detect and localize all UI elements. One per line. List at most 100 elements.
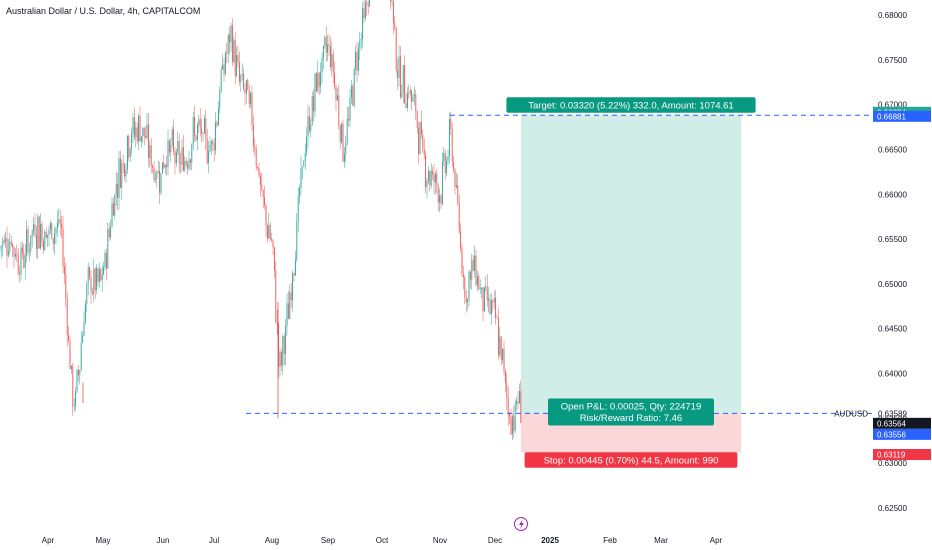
candle xyxy=(283,336,285,355)
candle xyxy=(62,227,64,267)
candle xyxy=(72,365,74,407)
candle xyxy=(34,224,36,235)
candle xyxy=(114,195,116,216)
candle xyxy=(476,276,478,286)
candle xyxy=(234,40,236,76)
candle xyxy=(201,127,203,134)
candle xyxy=(145,135,147,138)
price-axis[interactable]: 0.68000 0.67500 0.67000 0.66500 0.66000 0.655… xyxy=(834,11,931,513)
candle xyxy=(352,86,354,106)
current-price-badge: 0.63564 xyxy=(873,417,931,429)
candle xyxy=(237,55,239,63)
candle xyxy=(308,116,310,131)
candle xyxy=(506,382,508,398)
candle xyxy=(248,90,250,105)
candle xyxy=(244,88,246,94)
candle xyxy=(241,73,243,76)
candle xyxy=(196,124,198,141)
y-tick-label: 0.64000 xyxy=(878,370,907,379)
target-zone[interactable] xyxy=(521,115,741,414)
candle xyxy=(90,277,92,292)
candle xyxy=(49,223,51,230)
x-tick-label: Mar xyxy=(654,536,668,545)
candle xyxy=(269,224,271,240)
candle xyxy=(258,168,260,176)
candle xyxy=(195,135,197,141)
candle xyxy=(307,116,309,137)
candle xyxy=(203,118,205,134)
candle xyxy=(300,167,302,188)
candle xyxy=(426,181,428,187)
candle xyxy=(469,271,471,280)
price-lines xyxy=(246,114,874,414)
candle xyxy=(136,127,138,142)
candle xyxy=(434,173,436,183)
candle xyxy=(467,299,469,303)
open-pl-label[interactable]: Open P&L: 0.00025, Qty: 224719Risk/Rewar… xyxy=(548,398,714,426)
candle xyxy=(353,68,355,106)
candle xyxy=(440,195,442,204)
candle xyxy=(272,240,274,248)
candle xyxy=(180,162,182,165)
candle xyxy=(80,342,82,371)
candle xyxy=(297,196,299,222)
entry-price-badge-bg xyxy=(873,428,931,440)
candle xyxy=(115,183,117,196)
candle xyxy=(497,318,499,356)
time-axis[interactable]: Apr May Jun Jul Aug Sep Oct Nov Dec 2025 Feb Mar Apr xyxy=(42,517,723,546)
candle xyxy=(261,184,263,190)
stop-label[interactable]: Stop: 0.00445 (0.70%) 44.5, Amount: 990 xyxy=(524,452,738,468)
candle xyxy=(329,46,331,67)
candle xyxy=(271,239,273,241)
target-label[interactable]: Target: 0.03320 (5.22%) 332.0, Amount: 1… xyxy=(506,97,756,113)
candle xyxy=(87,267,89,284)
candle xyxy=(482,287,484,312)
candle xyxy=(341,123,343,143)
candle xyxy=(70,365,72,370)
candle xyxy=(409,90,411,94)
candle xyxy=(40,224,42,249)
x-tick-label: Apr xyxy=(42,536,55,545)
candle xyxy=(163,162,165,168)
candle xyxy=(177,140,179,153)
current-price-badge-text: 0.63564 xyxy=(877,419,906,428)
candle xyxy=(514,403,516,431)
candle xyxy=(51,223,53,239)
candle xyxy=(433,174,435,183)
candle xyxy=(432,171,434,175)
candle xyxy=(510,416,512,435)
candle xyxy=(35,234,37,249)
candle xyxy=(520,390,522,423)
candle xyxy=(170,145,172,153)
candle xyxy=(110,226,112,238)
candle xyxy=(334,72,336,87)
candle xyxy=(402,65,404,93)
candle xyxy=(3,240,5,242)
candle xyxy=(437,185,439,203)
candle xyxy=(392,0,394,24)
candle xyxy=(153,167,155,180)
candle xyxy=(311,96,313,125)
candle xyxy=(395,28,397,71)
candle xyxy=(448,119,450,157)
candle xyxy=(485,286,487,288)
lightning-icon[interactable] xyxy=(514,517,528,531)
candle xyxy=(285,326,287,355)
candle xyxy=(299,187,301,197)
candle xyxy=(73,405,75,407)
candle xyxy=(289,292,291,319)
candle xyxy=(321,58,323,73)
candle xyxy=(357,48,359,71)
candle xyxy=(59,219,61,224)
candle xyxy=(45,231,47,238)
candle xyxy=(443,152,445,162)
candle xyxy=(101,274,103,281)
candle xyxy=(17,254,19,274)
entry-price-badge: 0.63556 xyxy=(873,428,931,440)
candle xyxy=(121,163,123,188)
candle xyxy=(23,253,25,268)
candle xyxy=(122,163,124,165)
candle xyxy=(465,296,467,303)
candlestick-series xyxy=(0,0,522,441)
